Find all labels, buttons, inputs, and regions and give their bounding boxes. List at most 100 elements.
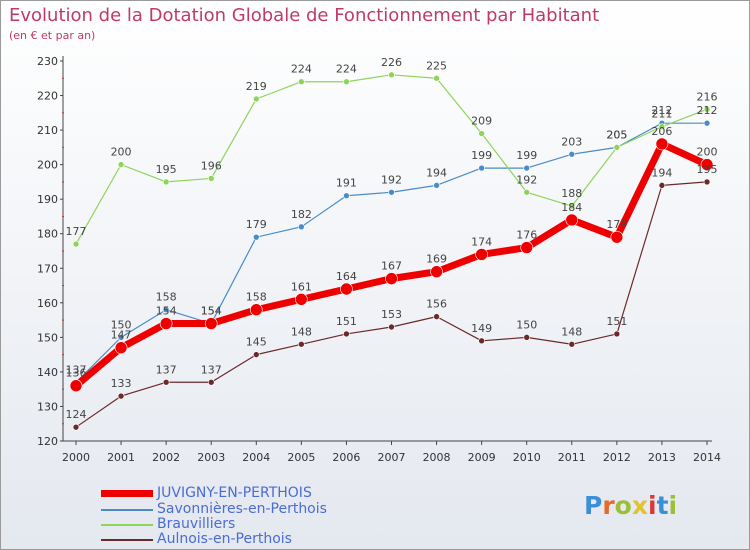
- data-point-savonni-res-en-perthois: [523, 164, 531, 172]
- y-tick-label: 200: [37, 159, 58, 172]
- data-point-brauvilliers: [117, 161, 125, 168]
- data-point-juvigny-en-perthois: [69, 379, 83, 393]
- data-point-aulnois-en-perthois: [298, 340, 305, 348]
- legend-swatch-brauvilliers: [101, 524, 153, 526]
- data-label-juvigny-en-perthois: 167: [381, 260, 402, 273]
- x-tick-label: 2009: [468, 451, 496, 464]
- data-label-juvigny-en-perthois: 176: [516, 229, 537, 242]
- data-label-aulnois-en-perthois: 124: [66, 408, 87, 421]
- data-label-juvigny-en-perthois: 179: [606, 218, 627, 231]
- data-point-juvigny-en-perthois: [249, 303, 263, 317]
- data-label-aulnois-en-perthois: 195: [697, 163, 718, 176]
- data-label-savonni-res-en-perthois: 212: [651, 104, 672, 117]
- data-label-savonni-res-en-perthois: 158: [156, 291, 177, 304]
- data-label-aulnois-en-perthois: 148: [561, 325, 582, 338]
- data-point-brauvilliers: [523, 188, 531, 196]
- data-label-brauvilliers: 224: [291, 63, 312, 76]
- data-point-juvigny-en-perthois: [204, 317, 218, 330]
- data-point-savonni-res-en-perthois: [388, 188, 395, 196]
- y-tick-label: 150: [37, 331, 58, 344]
- legend-item-savonnieres: Savonnières-en-Perthois: [101, 501, 401, 518]
- y-tick-label: 130: [37, 400, 58, 413]
- x-tick-label: 2013: [648, 451, 676, 464]
- data-point-brauvilliers: [388, 71, 395, 79]
- data-point-brauvilliers: [343, 78, 350, 86]
- y-tick-label: 190: [37, 193, 58, 206]
- data-point-juvigny-en-perthois: [340, 282, 353, 296]
- data-label-savonni-res-en-perthois: 205: [606, 128, 627, 141]
- x-tick-label: 2001: [107, 451, 135, 464]
- y-tick-label: 160: [37, 297, 58, 310]
- data-point-brauvilliers: [433, 74, 440, 82]
- legend-label-aulnois: Aulnois-en-Perthois: [157, 531, 292, 547]
- data-point-brauvilliers: [613, 144, 621, 151]
- data-point-aulnois-en-perthois: [252, 351, 260, 358]
- legend-item-juvigny: JUVIGNY-EN-PERTHOIS: [101, 485, 401, 502]
- y-tick-label: 180: [37, 228, 58, 241]
- data-label-brauvilliers: 224: [336, 63, 357, 76]
- data-point-juvigny-en-perthois: [159, 317, 173, 330]
- data-label-aulnois-en-perthois: 150: [516, 318, 537, 331]
- data-point-juvigny-en-perthois: [565, 213, 579, 227]
- data-label-juvigny-en-perthois: 200: [697, 146, 718, 159]
- x-tick-label: 2005: [287, 451, 315, 464]
- data-point-brauvilliers: [568, 202, 576, 210]
- data-label-savonni-res-en-perthois: 137: [66, 363, 87, 376]
- data-point-juvigny-en-perthois: [430, 265, 443, 279]
- x-tick-label: 2014: [693, 451, 721, 464]
- data-label-brauvilliers: 226: [381, 56, 402, 69]
- data-label-juvigny-en-perthois: 154: [156, 305, 177, 318]
- data-point-savonni-res-en-perthois: [162, 306, 170, 314]
- data-label-savonni-res-en-perthois: 203: [561, 135, 582, 148]
- data-label-savonni-res-en-perthois: 150: [111, 318, 132, 331]
- y-tick-label: 210: [37, 124, 58, 137]
- series-lines: [69, 71, 714, 431]
- x-tick-label: 2006: [332, 451, 360, 464]
- data-label-juvigny-en-perthois: 164: [336, 270, 357, 283]
- data-point-juvigny-en-perthois: [385, 272, 398, 285]
- data-point-savonni-res-en-perthois: [433, 182, 440, 189]
- data-point-savonni-res-en-perthois: [117, 334, 125, 341]
- data-label-aulnois-en-perthois: 153: [381, 308, 402, 321]
- data-label-juvigny-en-perthois: 184: [561, 201, 582, 214]
- data-point-savonni-res-en-perthois: [298, 223, 305, 231]
- data-point-brauvilliers: [162, 178, 170, 186]
- data-label-aulnois-en-perthois: 145: [246, 336, 267, 349]
- y-tick-label: 120: [37, 435, 58, 448]
- x-tick-label: 2010: [513, 451, 541, 464]
- data-point-aulnois-en-perthois: [162, 378, 170, 386]
- data-point-aulnois-en-perthois: [207, 378, 215, 386]
- data-point-aulnois-en-perthois: [343, 330, 350, 338]
- data-point-aulnois-en-perthois: [433, 313, 440, 320]
- data-point-savonni-res-en-perthois: [478, 164, 485, 172]
- y-tick-label: 220: [37, 90, 58, 103]
- data-point-brauvilliers: [298, 78, 305, 86]
- chart-title: Evolution de la Dotation Globale de Fonc…: [9, 5, 600, 26]
- x-tick-label: 2012: [603, 451, 631, 464]
- data-point-savonni-res-en-perthois: [343, 192, 350, 200]
- data-label-brauvilliers: 205: [606, 128, 627, 141]
- data-point-aulnois-en-perthois: [478, 337, 485, 345]
- data-label-brauvilliers: 195: [156, 163, 177, 176]
- data-point-aulnois-en-perthois: [658, 182, 666, 189]
- data-point-aulnois-en-perthois: [568, 340, 576, 348]
- data-point-aulnois-en-perthois: [613, 330, 621, 338]
- x-tick-label: 2008: [423, 451, 451, 464]
- data-label-aulnois-en-perthois: 149: [471, 322, 492, 335]
- data-label-brauvilliers: 216: [697, 90, 718, 103]
- data-label-brauvilliers: 211: [651, 108, 672, 121]
- x-tick-label: 2002: [152, 451, 180, 464]
- y-tick-label: 230: [37, 55, 58, 68]
- data-point-aulnois-en-perthois: [72, 423, 80, 431]
- data-label-savonni-res-en-perthois: 194: [426, 166, 447, 179]
- data-label-savonni-res-en-perthois: 182: [291, 208, 312, 221]
- data-label-brauvilliers: 219: [246, 80, 267, 93]
- data-label-juvigny-en-perthois: 161: [291, 280, 312, 293]
- proxiti-logo: Proxiti: [584, 491, 678, 520]
- data-point-aulnois-en-perthois: [523, 334, 531, 341]
- data-label-aulnois-en-perthois: 194: [651, 166, 672, 179]
- data-label-juvigny-en-perthois: 206: [651, 125, 672, 138]
- legend-swatch-juvigny: [101, 490, 153, 497]
